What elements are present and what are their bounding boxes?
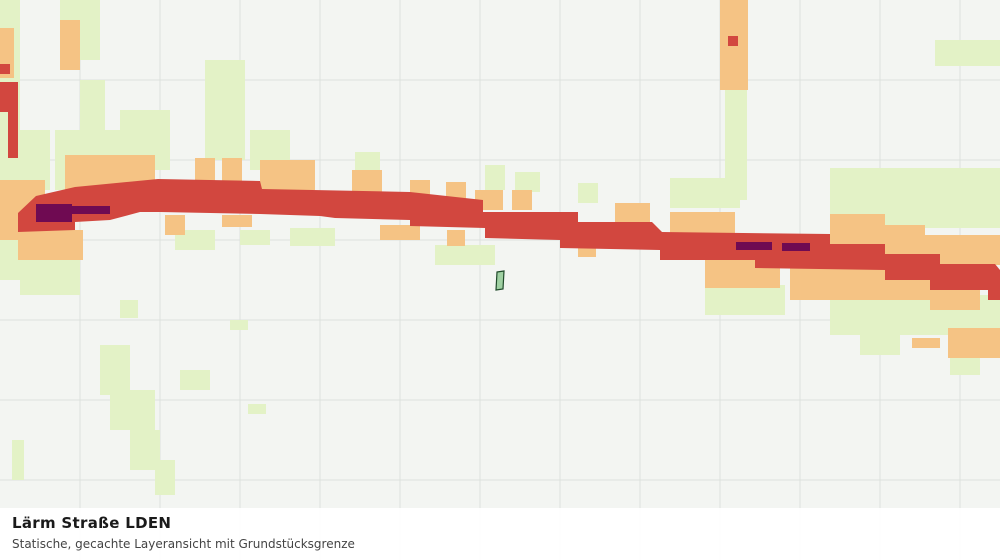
layer-title: Lärm Straße LDEN [12,514,172,532]
layer-subtitle: Statische, gecachte Layeransicht mit Gru… [12,537,355,551]
legend-panel: Lärm Straße LDEN Statische, gecachte Lay… [0,508,1000,560]
noise-zone-high [0,36,1000,300]
noise-zone-very-high [36,204,810,251]
parcel-boundary [495,270,505,291]
noise-zone-medium [0,0,1000,358]
